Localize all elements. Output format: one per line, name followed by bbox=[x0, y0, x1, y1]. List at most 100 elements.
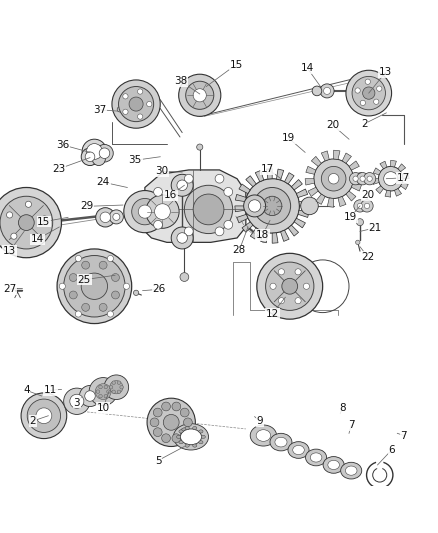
Circle shape bbox=[359, 176, 364, 181]
Circle shape bbox=[363, 173, 375, 185]
Text: 6: 6 bbox=[387, 445, 394, 455]
Ellipse shape bbox=[345, 466, 356, 475]
Text: 8: 8 bbox=[338, 403, 345, 413]
Ellipse shape bbox=[198, 441, 202, 444]
Circle shape bbox=[366, 176, 371, 181]
Circle shape bbox=[362, 87, 374, 99]
Circle shape bbox=[321, 166, 345, 191]
Circle shape bbox=[345, 70, 391, 116]
Polygon shape bbox=[238, 184, 250, 193]
Circle shape bbox=[81, 148, 99, 166]
Circle shape bbox=[107, 311, 113, 317]
Circle shape bbox=[278, 297, 284, 304]
Text: 15: 15 bbox=[37, 217, 50, 227]
Ellipse shape bbox=[274, 437, 286, 447]
Text: 21: 21 bbox=[368, 223, 381, 233]
Polygon shape bbox=[337, 197, 345, 206]
Circle shape bbox=[364, 79, 370, 84]
Text: 28: 28 bbox=[232, 245, 245, 255]
Polygon shape bbox=[352, 172, 361, 179]
Circle shape bbox=[131, 198, 158, 225]
Text: 13: 13 bbox=[378, 68, 391, 77]
Circle shape bbox=[281, 278, 297, 294]
Circle shape bbox=[215, 227, 223, 236]
Polygon shape bbox=[342, 153, 351, 163]
Circle shape bbox=[129, 97, 143, 111]
Circle shape bbox=[313, 159, 353, 198]
Circle shape bbox=[89, 377, 117, 406]
Ellipse shape bbox=[179, 441, 183, 444]
Ellipse shape bbox=[322, 457, 343, 473]
Circle shape bbox=[153, 221, 162, 229]
Circle shape bbox=[180, 408, 189, 417]
Circle shape bbox=[104, 394, 107, 398]
Circle shape bbox=[107, 255, 113, 262]
Polygon shape bbox=[298, 200, 309, 206]
Circle shape bbox=[163, 415, 179, 430]
Circle shape bbox=[104, 375, 128, 400]
Circle shape bbox=[357, 203, 362, 208]
Circle shape bbox=[123, 283, 129, 289]
Circle shape bbox=[171, 227, 193, 249]
Ellipse shape bbox=[327, 461, 339, 470]
Ellipse shape bbox=[201, 435, 205, 439]
Circle shape bbox=[172, 402, 180, 411]
Circle shape bbox=[323, 87, 330, 94]
Ellipse shape bbox=[310, 453, 321, 462]
Ellipse shape bbox=[292, 446, 304, 455]
Circle shape bbox=[59, 283, 65, 289]
Circle shape bbox=[118, 86, 153, 122]
Text: 17: 17 bbox=[396, 173, 409, 183]
Circle shape bbox=[184, 227, 193, 236]
Circle shape bbox=[123, 109, 128, 115]
Circle shape bbox=[269, 283, 276, 289]
Ellipse shape bbox=[173, 424, 208, 450]
Polygon shape bbox=[372, 168, 380, 175]
Circle shape bbox=[223, 188, 232, 196]
Ellipse shape bbox=[269, 433, 291, 451]
Circle shape bbox=[319, 84, 333, 98]
Text: 27: 27 bbox=[3, 284, 16, 294]
Text: 23: 23 bbox=[52, 164, 65, 174]
Circle shape bbox=[353, 200, 365, 212]
Circle shape bbox=[99, 148, 110, 158]
Circle shape bbox=[36, 408, 52, 424]
Polygon shape bbox=[394, 189, 401, 196]
Polygon shape bbox=[304, 179, 314, 185]
Polygon shape bbox=[348, 161, 359, 170]
Circle shape bbox=[147, 398, 195, 447]
Circle shape bbox=[109, 210, 123, 224]
Circle shape bbox=[99, 394, 102, 398]
Ellipse shape bbox=[192, 426, 196, 430]
Circle shape bbox=[112, 381, 115, 384]
Circle shape bbox=[21, 393, 67, 439]
Polygon shape bbox=[321, 151, 328, 161]
Text: 4: 4 bbox=[23, 385, 30, 395]
Circle shape bbox=[185, 81, 213, 109]
Circle shape bbox=[32, 236, 39, 242]
Polygon shape bbox=[351, 183, 360, 191]
Polygon shape bbox=[280, 230, 289, 241]
Polygon shape bbox=[307, 187, 318, 197]
Polygon shape bbox=[235, 195, 246, 201]
Polygon shape bbox=[305, 166, 315, 174]
Circle shape bbox=[244, 179, 299, 233]
Circle shape bbox=[193, 88, 206, 102]
Circle shape bbox=[180, 428, 189, 437]
Circle shape bbox=[92, 152, 105, 166]
Text: 14: 14 bbox=[31, 235, 44, 244]
Circle shape bbox=[360, 200, 372, 212]
Ellipse shape bbox=[185, 426, 189, 430]
Polygon shape bbox=[250, 228, 259, 239]
Circle shape bbox=[64, 255, 125, 317]
Circle shape bbox=[256, 253, 322, 319]
Ellipse shape bbox=[250, 425, 276, 446]
Circle shape bbox=[99, 303, 107, 311]
Ellipse shape bbox=[185, 444, 189, 447]
Text: 9: 9 bbox=[256, 416, 263, 426]
Circle shape bbox=[123, 94, 128, 99]
Polygon shape bbox=[384, 190, 390, 197]
Circle shape bbox=[112, 390, 115, 393]
Circle shape bbox=[177, 233, 187, 243]
Polygon shape bbox=[272, 233, 277, 243]
